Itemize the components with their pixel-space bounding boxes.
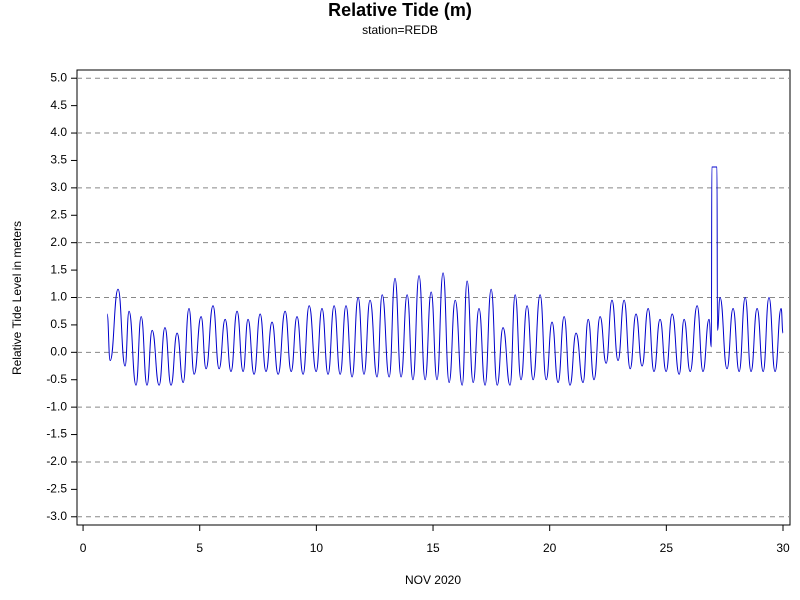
x-tick-label: 15	[426, 541, 440, 555]
y-tick-label: -0.5	[46, 372, 67, 386]
y-tick-label: -1.0	[46, 399, 67, 413]
x-tick-label: 30	[776, 541, 790, 555]
y-tick-label: 0.0	[50, 344, 67, 358]
y-tick-label: 2.0	[50, 235, 67, 249]
y-tick-label: 3.0	[50, 180, 67, 194]
x-tick-label: 20	[543, 541, 557, 555]
x-tick-label: 5	[196, 541, 203, 555]
tide-line	[106, 166, 784, 386]
chart-subtitle: station=REDB	[362, 23, 438, 37]
y-tick-label: 5.0	[50, 70, 67, 84]
chart-title: Relative Tide (m)	[328, 0, 472, 20]
y-tick-label: 2.5	[50, 207, 67, 221]
y-tick-label: 4.5	[50, 98, 67, 112]
x-tick-label: 25	[660, 541, 674, 555]
x-tick-label: 0	[80, 541, 87, 555]
y-tick-label: -2.0	[46, 454, 67, 468]
y-tick-label: 1.0	[50, 290, 67, 304]
y-tick-label: 1.5	[50, 262, 67, 276]
y-tick-label: 4.0	[50, 125, 67, 139]
y-tick-label: -1.5	[46, 427, 67, 441]
x-tick-label: 10	[310, 541, 324, 555]
y-tick-label: -2.5	[46, 482, 67, 496]
y-axis-label: Relative Tide Level in meters	[10, 221, 24, 375]
y-tick-label: 3.5	[50, 153, 67, 167]
x-axis-label: NOV 2020	[405, 573, 461, 587]
y-tick-label: 0.5	[50, 317, 67, 331]
y-tick-label: -3.0	[46, 509, 67, 523]
